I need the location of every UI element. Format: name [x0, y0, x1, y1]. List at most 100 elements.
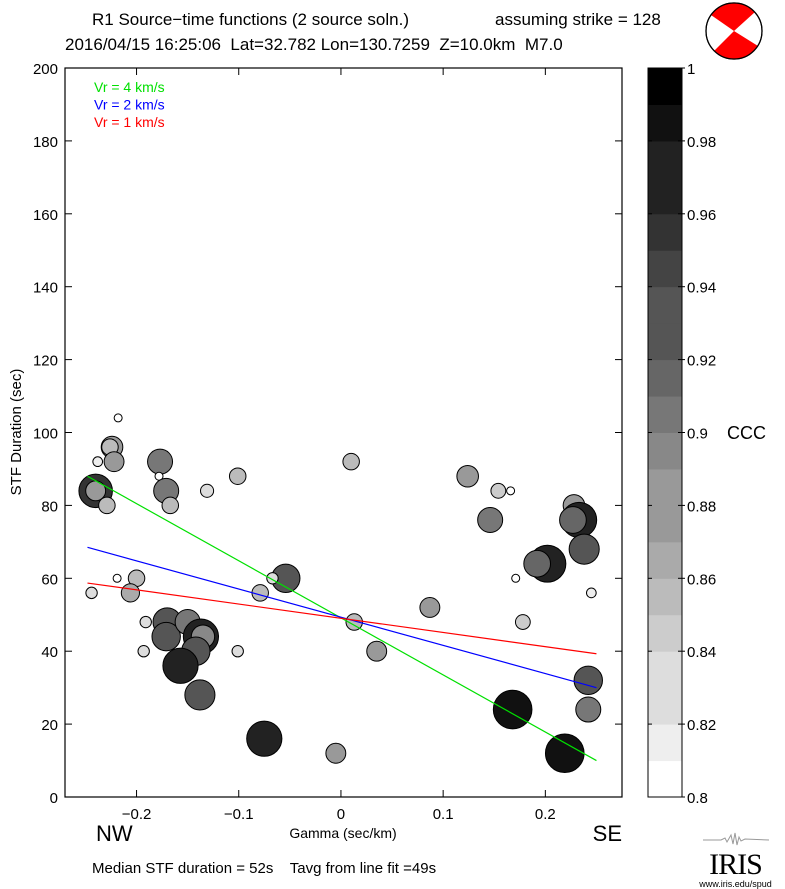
colorbar-tick-label: 0.98	[687, 134, 716, 151]
beachball-compression-top	[711, 2, 755, 32]
y-tick-label: 0	[50, 790, 58, 807]
points-layer	[78, 413, 603, 774]
x-tick-label: 0.1	[433, 806, 454, 823]
y-tick-label: 160	[33, 207, 58, 224]
x-axis-label: Gamma (sec/km)	[289, 825, 396, 841]
data-point	[559, 506, 587, 534]
colorbar-bin	[648, 578, 682, 616]
colorbar-bin	[648, 505, 682, 543]
data-point	[98, 496, 116, 515]
data-point	[147, 448, 174, 475]
data-point	[511, 573, 521, 583]
data-point	[573, 665, 603, 696]
data-point	[490, 482, 507, 499]
colorbar-bin	[648, 323, 682, 361]
colorbar-bin	[648, 68, 682, 105]
data-point	[161, 496, 180, 515]
data-point	[492, 689, 533, 730]
data-point	[162, 647, 199, 684]
data-point	[325, 742, 347, 764]
data-point	[113, 413, 123, 423]
legend-entry: Vr = 4 km/s	[94, 79, 165, 95]
direction-label-se: SE	[593, 821, 622, 846]
data-point	[246, 720, 283, 757]
colorbar: 0.8 0.82 0.84 0.86 0.88 0.9 0.92 0.94 0.96 0.98 1	[647, 61, 716, 807]
y-axis-label: STF Duration (sec)	[8, 369, 25, 496]
colorbar-bin	[648, 614, 682, 652]
y-tick-label: 20	[41, 717, 58, 734]
colorbar-tick-label: 0.88	[687, 498, 716, 515]
y-tick-label: 180	[33, 134, 58, 151]
x-tick-label: 0	[337, 806, 345, 823]
data-point	[85, 586, 98, 600]
colorbar-label: CCC	[727, 423, 766, 443]
beachball-icon	[705, 2, 763, 60]
data-point	[200, 483, 215, 498]
colorbar-bin	[648, 250, 682, 288]
legend: Vr = 4 km/s Vr = 2 km/sVr = 1 km/s	[94, 79, 165, 130]
data-point	[184, 679, 216, 711]
lines-layer	[87, 475, 597, 762]
ticks-layer: −0.2 −0.1 0 0.1 0.2 0 20 40 60 80 100 120 140 160 180 2…	[33, 61, 622, 823]
y-tick-label: 200	[33, 61, 58, 78]
colorbar-bin	[648, 760, 682, 798]
data-point	[151, 621, 181, 652]
colorbar-bin	[648, 687, 682, 725]
colorbar-bin	[648, 468, 682, 506]
colorbar-tick-label: 0.9	[687, 426, 708, 443]
data-point	[477, 506, 504, 533]
data-point	[92, 456, 104, 468]
data-point	[112, 573, 122, 583]
colorbar-bin	[648, 724, 682, 762]
data-point	[366, 640, 388, 662]
iris-logo[interactable]: IRIS www.iris.edu/spud	[688, 832, 783, 889]
colorbar-bin	[648, 396, 682, 433]
colorbar-bin	[648, 359, 682, 397]
x-tick-label: −0.1	[224, 806, 254, 823]
colorbar-tick-label: 1	[687, 61, 695, 78]
colorbar-tick-label: 0.84	[687, 644, 716, 661]
y-tick-label: 120	[33, 353, 58, 370]
colorbar-bin	[648, 104, 682, 142]
y-tick-label: 80	[41, 498, 58, 515]
data-point	[103, 451, 125, 473]
y-tick-label: 140	[33, 280, 58, 297]
colorbar-bin	[648, 286, 682, 324]
fit-line-2	[87, 546, 597, 689]
chart-title: R1 Source−time functions (2 source soln.…	[92, 10, 410, 29]
footer-summary: Median STF duration = 52s Tavg from line…	[92, 860, 437, 877]
seismogram-icon	[702, 832, 769, 846]
strike-label: assuming strike = 128	[495, 10, 661, 29]
data-point	[231, 645, 244, 658]
colorbar-bin	[648, 651, 682, 689]
data-point	[342, 452, 360, 471]
data-point	[345, 613, 363, 631]
legend-entry: Vr = 1 km/s	[94, 114, 165, 130]
y-tick-label: 60	[41, 571, 58, 588]
colorbar-tick-label: 0.86	[687, 571, 716, 588]
iris-url: www.iris.edu/spud	[699, 879, 772, 889]
data-point	[419, 597, 441, 618]
data-point	[523, 549, 552, 578]
colorbar-tick-label: 0.82	[687, 717, 716, 734]
data-point	[544, 733, 585, 774]
plot-frame	[64, 67, 623, 798]
data-point	[139, 615, 152, 629]
x-tick-label: 0.2	[535, 806, 556, 823]
colorbar-bin	[648, 541, 682, 579]
colorbar-tick-label: 0.8	[687, 790, 708, 807]
legend-entry: Vr = 2 km/s	[94, 97, 165, 113]
colorbar-bin	[648, 213, 682, 251]
data-point	[120, 583, 141, 603]
colorbar-tick-label: 0.92	[687, 353, 716, 370]
data-point	[456, 464, 479, 488]
data-point	[228, 467, 247, 485]
data-point	[575, 696, 602, 723]
event-info: 2016/04/15 16:25:06 Lat=32.782 Lon=130.7…	[65, 35, 563, 54]
colorbar-bin	[648, 432, 682, 470]
y-tick-label: 40	[41, 644, 58, 661]
colorbar-bin	[648, 177, 682, 215]
colorbar-tick-label: 0.96	[687, 207, 716, 224]
data-point	[568, 533, 600, 565]
